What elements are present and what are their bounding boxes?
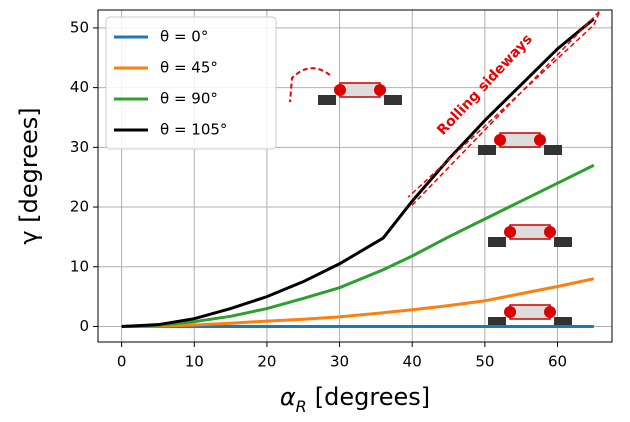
- robot-wheel: [334, 84, 346, 96]
- robot-wheel: [494, 134, 506, 146]
- legend-box: [105, 16, 277, 150]
- x-tick-label: 20: [257, 353, 276, 371]
- robot-illustration: [318, 82, 402, 105]
- annotation-outline: [407, 10, 601, 206]
- y-axis-label: γ [degrees]: [15, 107, 43, 244]
- robot-leg: [488, 317, 506, 327]
- robot-leg: [554, 317, 572, 327]
- x-tick-label: 50: [475, 353, 494, 371]
- robot-leg: [318, 95, 336, 105]
- legend-label: θ = 105°: [160, 121, 227, 139]
- legend-label: θ = 45°: [160, 59, 218, 77]
- x-label-symbol: α: [280, 383, 296, 411]
- robot-leg: [488, 237, 506, 247]
- y-tick-label: 20: [70, 198, 89, 216]
- y-tick-label: 10: [70, 257, 89, 275]
- x-label-text: [degrees]: [315, 383, 430, 411]
- annotation-arrow: [289, 67, 331, 103]
- x-label-subscript: R: [296, 397, 307, 416]
- robot-wheel: [544, 306, 556, 318]
- robot-wheel: [504, 226, 516, 238]
- robot-leg: [544, 145, 562, 155]
- robot-illustration: [478, 132, 562, 155]
- x-tick-label: 30: [330, 353, 349, 371]
- series-line: [121, 277, 595, 328]
- x-axis-label: αR [degrees]: [280, 383, 430, 416]
- y-tick-label: 30: [70, 138, 89, 156]
- robot-leg: [554, 237, 572, 247]
- y-tick-label: 40: [70, 78, 89, 96]
- robot-leg: [384, 95, 402, 105]
- x-tick-label: 40: [403, 353, 422, 371]
- legend: θ = 0° θ = 45° θ = 90° θ = 105°: [105, 16, 277, 150]
- legend-label: θ = 0°: [160, 28, 208, 46]
- y-tick-label: 50: [70, 18, 89, 36]
- robot-illustration: [488, 304, 572, 327]
- x-tick-label: 0: [117, 353, 127, 371]
- series-line: [121, 17, 595, 328]
- robot-wheel: [544, 226, 556, 238]
- robot-wheel: [534, 134, 546, 146]
- y-tick-label: 0: [79, 317, 89, 335]
- robot-wheel: [504, 306, 516, 318]
- robot-illustration: [488, 224, 572, 247]
- legend-label: θ = 90°: [160, 90, 218, 108]
- x-tick-label: 60: [548, 353, 567, 371]
- robot-leg: [478, 145, 496, 155]
- robot-wheel: [374, 84, 386, 96]
- plot-frame: [97, 9, 613, 343]
- x-tick-label: 10: [185, 353, 204, 371]
- series-line: [121, 163, 595, 328]
